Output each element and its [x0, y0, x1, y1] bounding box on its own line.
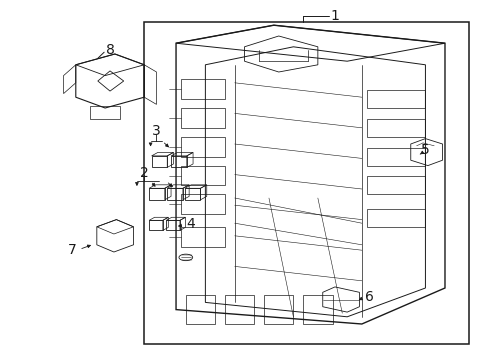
Text: 4: 4 — [186, 217, 195, 231]
Bar — [181, 166, 224, 185]
Bar — [303, 295, 332, 324]
Bar — [366, 209, 425, 227]
Bar — [181, 227, 224, 247]
Text: 6: 6 — [364, 290, 373, 304]
Bar — [90, 106, 120, 119]
Bar — [181, 108, 224, 128]
Text: 7: 7 — [68, 243, 77, 257]
Text: 3: 3 — [152, 125, 161, 138]
Bar — [181, 79, 224, 99]
Bar — [366, 90, 425, 108]
Bar — [366, 119, 425, 137]
Text: 1: 1 — [330, 9, 339, 23]
Bar — [181, 137, 224, 157]
Bar — [366, 176, 425, 194]
Text: 5: 5 — [420, 144, 429, 157]
Text: 8: 8 — [105, 44, 114, 57]
Text: 2: 2 — [140, 166, 148, 180]
Bar — [144, 22, 468, 344]
Bar — [366, 148, 425, 166]
Bar — [185, 295, 215, 324]
Bar — [264, 295, 293, 324]
Bar — [224, 295, 254, 324]
Bar — [181, 194, 224, 214]
